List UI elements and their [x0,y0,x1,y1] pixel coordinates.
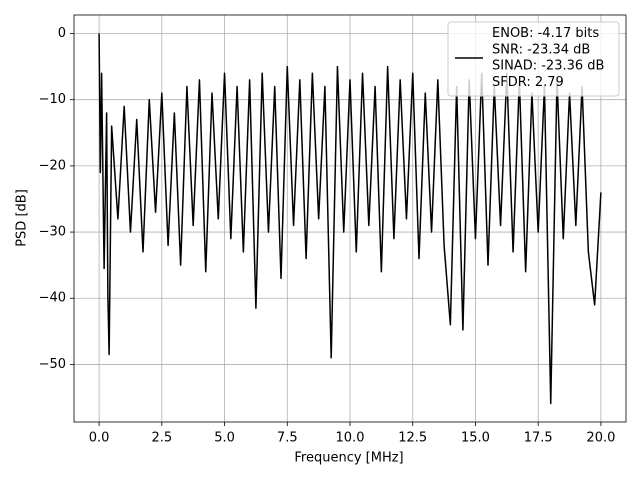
x-tick-label: 12.5 [398,431,427,446]
y-tick-label: −20 [39,158,66,173]
x-tick-label: 10.0 [336,431,365,446]
y-tick-label: −40 [39,291,66,306]
x-tick-label: 5.0 [214,431,235,446]
y-tick-label: −10 [39,92,66,107]
y-tick-label: −50 [39,357,66,372]
y-tick-label: −30 [39,225,66,240]
plot-frame [73,14,627,423]
x-tick-label: 17.5 [524,431,553,446]
legend: ENOB: -4.17 bits SNR: -23.34 dB SINAD: -23… [447,21,620,97]
x-tick-label: 7.5 [277,431,298,446]
y-axis-label: PSD [dB] [15,189,30,247]
x-axis-label: Frequency [MHz] [294,451,403,466]
data-line [98,33,602,405]
x-tick-label: 2.5 [151,431,172,446]
legend-label: ENOB: -4.17 bits SNR: -23.34 dB SINAD: -23… [492,26,604,90]
y-tick-label: 0 [58,26,66,41]
x-tick-label: 15.0 [461,431,490,446]
legend-box [447,21,620,97]
x-tick-label: 0.0 [89,431,110,446]
x-tick-label: 20.0 [586,431,615,446]
